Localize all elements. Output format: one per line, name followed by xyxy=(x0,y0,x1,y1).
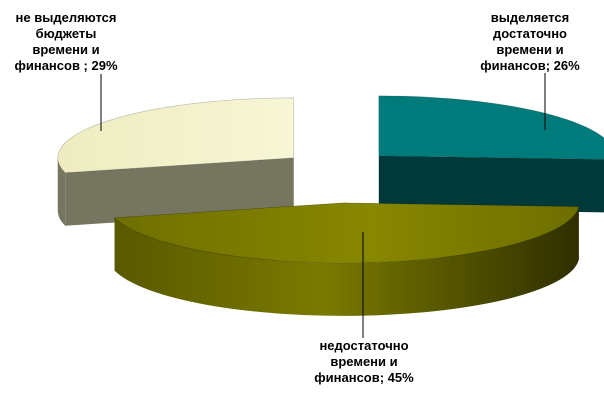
data-label-slice-2: недостаточно времени и финансов; 45% xyxy=(314,338,414,385)
data-label-slice-3-line-3: времени и xyxy=(32,42,99,57)
pie-slice-2 xyxy=(113,202,580,316)
data-label-slice-3-value: финансов ; 29% xyxy=(14,58,117,73)
pie-slices-layer xyxy=(57,95,604,316)
data-label-slice-3-line-2: бюджеты xyxy=(36,26,97,41)
pie-slice-1-top xyxy=(378,95,604,160)
pie-slice-3 xyxy=(57,97,295,226)
pie-slice-1-wall-2 xyxy=(378,155,604,213)
data-label-slice-3-line-1: не выделяются xyxy=(16,10,117,25)
data-label-slice-2-line-2: времени и xyxy=(330,354,397,369)
leader-lines-layer xyxy=(100,73,546,338)
data-label-slice-1-line-2: достаточно xyxy=(493,26,567,41)
pie-slice-2-outer-side xyxy=(114,206,579,316)
pie-slice-1 xyxy=(378,95,604,213)
data-label-slice-1-value: финансов; 26% xyxy=(480,58,580,73)
data-labels-layer: выделяется достаточно времени и финансов… xyxy=(14,10,580,385)
data-label-slice-2-value: финансов; 45% xyxy=(314,370,414,385)
pie-slice-3-top xyxy=(57,97,295,174)
data-label-slice-2-line-1: недостаточно xyxy=(319,338,408,353)
pie-slice-3-wall-1 xyxy=(65,157,294,226)
pie-slice-3-outer-side xyxy=(57,157,66,226)
data-label-slice-1-line-3: времени и xyxy=(496,42,563,57)
data-label-slice-1-line-1: выделяется xyxy=(491,10,570,25)
data-label-slice-1: выделяется достаточно времени и финансов… xyxy=(480,10,580,73)
pie-slice-2-top xyxy=(113,202,580,264)
data-label-slice-3: не выделяются бюджеты времени и финансов… xyxy=(14,10,117,73)
